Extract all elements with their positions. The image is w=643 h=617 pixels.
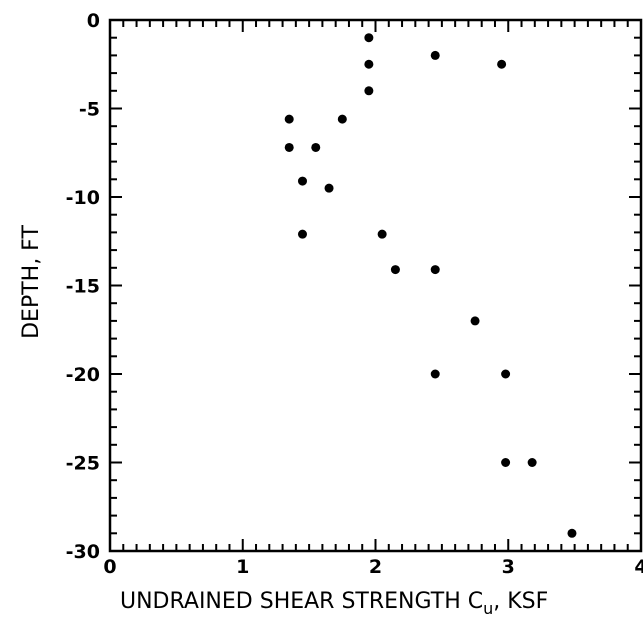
data-points bbox=[284, 33, 577, 538]
data-point bbox=[527, 458, 537, 467]
data-point bbox=[337, 114, 347, 124]
axis-ticks bbox=[109, 19, 642, 552]
x-tick-label: 0 bbox=[103, 556, 116, 578]
x-tick-label: 4 bbox=[634, 556, 643, 578]
data-point bbox=[364, 86, 374, 96]
x-axis-title-main: UNDRAINED SHEAR STRENGTH C bbox=[120, 589, 483, 614]
data-point bbox=[497, 59, 507, 69]
data-point bbox=[567, 528, 577, 538]
data-point bbox=[501, 369, 511, 379]
data-point bbox=[430, 50, 440, 60]
data-point bbox=[311, 142, 321, 152]
x-tick-label: 2 bbox=[369, 556, 382, 578]
x-axis-title-unit: , KSF bbox=[493, 589, 548, 614]
data-point bbox=[284, 114, 294, 124]
y-tick-label: -30 bbox=[66, 541, 100, 563]
x-axis-title: UNDRAINED SHEAR STRENGTH Cu, KSF bbox=[120, 589, 548, 617]
x-tick-labels: 0 1 2 3 4 bbox=[103, 556, 643, 578]
data-point bbox=[364, 59, 374, 69]
y-tick-label: 0 bbox=[87, 10, 100, 32]
y-axis-title: DEPTH, FT bbox=[19, 225, 44, 339]
data-point bbox=[430, 265, 440, 275]
y-tick-label: -5 bbox=[79, 99, 100, 121]
y-tick-label: -20 bbox=[66, 364, 100, 386]
data-point bbox=[324, 183, 334, 193]
data-point bbox=[390, 265, 400, 275]
data-point bbox=[501, 458, 511, 467]
x-tick-label: 3 bbox=[502, 556, 515, 578]
y-tick-label: -15 bbox=[66, 276, 100, 298]
x-tick-label: 1 bbox=[236, 556, 249, 578]
y-tick-label: -25 bbox=[66, 453, 100, 475]
data-point bbox=[284, 142, 294, 152]
data-point bbox=[470, 316, 480, 326]
x-axis-title-subscript: u bbox=[483, 599, 493, 617]
y-tick-labels: 0 -5 -10 -15 -20 -25 -30 bbox=[66, 10, 100, 563]
data-point bbox=[364, 33, 374, 43]
plot-frame bbox=[108, 18, 643, 553]
y-tick-label: -10 bbox=[66, 187, 100, 209]
data-point bbox=[297, 176, 307, 186]
data-point bbox=[297, 229, 307, 239]
data-point bbox=[377, 229, 387, 239]
data-point bbox=[430, 369, 440, 379]
